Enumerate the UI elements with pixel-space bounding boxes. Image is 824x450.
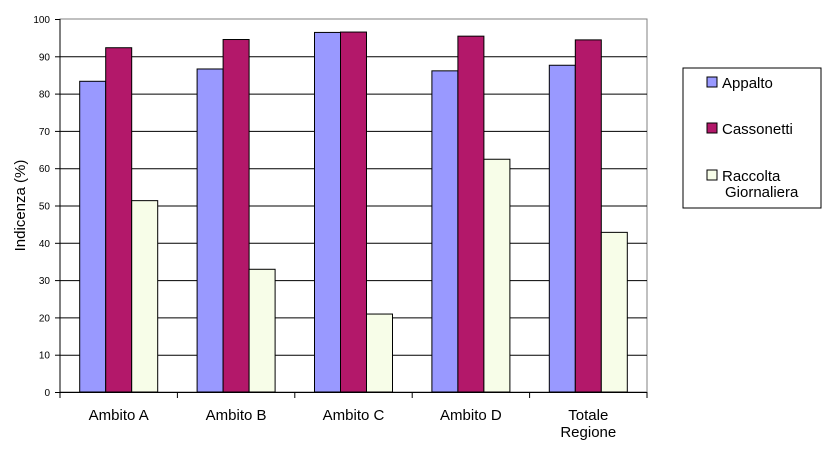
- y-tick-label: 50: [39, 202, 51, 213]
- y-tick-label: 20: [39, 313, 51, 324]
- legend-swatch: [706, 122, 718, 134]
- y-tick-label: 70: [39, 127, 51, 138]
- legend-swatch: [706, 76, 718, 88]
- bar-appalto-5: [548, 64, 576, 393]
- x-tick-label: Totale Regione: [560, 407, 616, 441]
- y-tick-label: 40: [39, 239, 51, 250]
- bar-raccolta-giornaliera-5: [600, 231, 628, 393]
- y-tick-label: 60: [39, 164, 51, 175]
- y-tick-label: 0: [44, 388, 50, 399]
- y-tick-label: 30: [39, 276, 51, 287]
- bar-raccolta-giornaliera-1: [131, 200, 159, 393]
- x-tick-label: Ambito A: [89, 407, 149, 424]
- bar-raccolta-giornaliera-3: [366, 313, 393, 393]
- bar-cassonetti-5: [574, 39, 602, 393]
- legend-label: Raccolta Giornaliera: [722, 168, 799, 201]
- legend: Appalto Cassonetti Raccolta Giornaliera: [682, 67, 822, 209]
- legend-label: Cassonetti: [722, 121, 793, 138]
- y-tick-label: 10: [39, 351, 51, 362]
- legend-label: Appalto: [722, 75, 773, 92]
- legend-box: [682, 67, 822, 209]
- bar-appalto-2: [196, 68, 224, 393]
- y-axis-title: Indicenza (%): [12, 160, 29, 252]
- bar-cassonetti-1: [105, 47, 133, 393]
- bars: [79, 31, 628, 393]
- bar-cassonetti-2: [222, 39, 250, 393]
- bar-cassonetti-3: [340, 31, 367, 393]
- y-tick-label: 100: [33, 15, 50, 26]
- bar-appalto-1: [79, 80, 107, 393]
- bar-raccolta-giornaliera-2: [248, 268, 276, 393]
- y-tick-label: 90: [39, 52, 51, 63]
- x-tick-label: Ambito B: [206, 407, 267, 424]
- axes: 0 10 20 30 40 50 60 70 80 90 100 Ambito A Ambito B Am…: [33, 15, 648, 441]
- bar-cassonetti-4: [457, 35, 485, 393]
- x-tick-label: Ambito C: [323, 407, 385, 424]
- y-tick-label: 80: [39, 90, 51, 101]
- bar-raccolta-giornaliera-4: [483, 158, 511, 393]
- legend-swatch: [706, 169, 718, 181]
- x-tick-label: Ambito D: [440, 407, 502, 424]
- bar-appalto-3: [314, 31, 341, 393]
- bar-appalto-4: [431, 70, 459, 393]
